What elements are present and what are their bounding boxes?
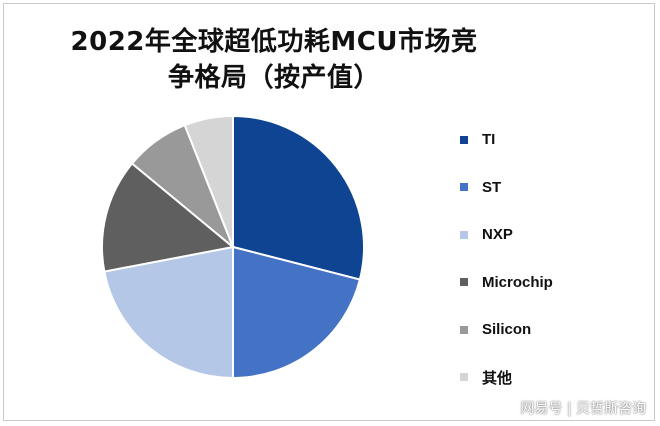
legend-label: Silicon (482, 321, 532, 339)
legend-swatch (460, 373, 468, 382)
chart-legend: TI ST NXP Microchip Silicon 其他 (460, 116, 640, 401)
pie-slice-st (232, 245, 362, 380)
pie-slice-nxp (103, 245, 234, 380)
legend-item: NXP (460, 211, 640, 259)
legend-item: Microchip (460, 259, 640, 307)
pie-slice-ti (232, 114, 365, 281)
legend-label: 其他 (482, 369, 513, 387)
watermark-text: 网易号 | 贝哲斯咨询 (520, 401, 646, 417)
legend-item: Silicon (460, 306, 640, 354)
legend-item: TI (460, 116, 640, 164)
pie-slice-microchip (101, 162, 236, 273)
legend-swatch (460, 278, 468, 287)
legend-swatch (460, 230, 468, 239)
legend-label: TI (482, 131, 496, 149)
pie-slice-- (183, 114, 234, 248)
legend-item: ST (460, 164, 640, 212)
legend-label: Microchip (482, 273, 553, 291)
legend-swatch (460, 183, 468, 192)
legend-item: 其他 (460, 354, 640, 402)
legend-label: NXP (482, 226, 513, 244)
legend-swatch (460, 325, 468, 334)
legend-label: ST (482, 178, 502, 196)
chart-title: 2022年全球超低功耗MCU市场竞争格局（按产值） (70, 27, 478, 93)
legend-swatch (460, 135, 468, 144)
